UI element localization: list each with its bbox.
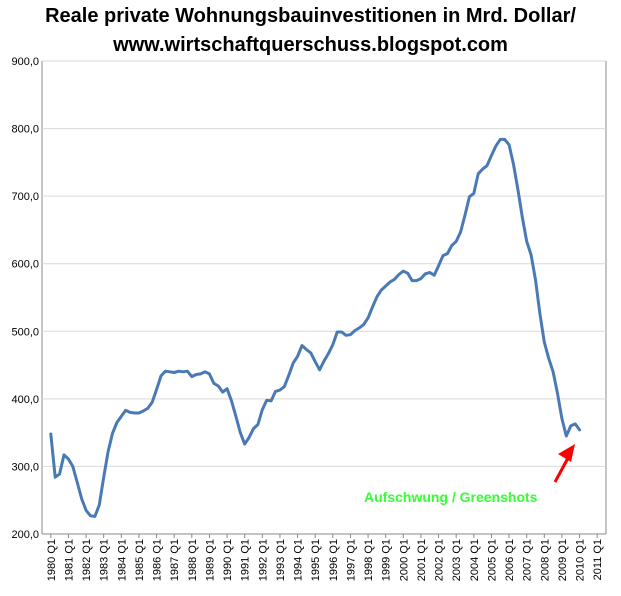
- x-tick-label: 2008 Q1: [539, 539, 551, 581]
- x-tick-label: 1991 Q1: [240, 539, 252, 581]
- y-tick-label: 800,0: [11, 124, 39, 136]
- x-tick-label: 1986 Q1: [152, 539, 164, 581]
- x-tick-label: 1990 Q1: [222, 539, 234, 581]
- x-tick-label: 1983 Q1: [99, 539, 111, 581]
- up-arrow-icon: [553, 444, 575, 483]
- x-tick-label: 2007 Q1: [522, 539, 534, 581]
- gridlines: [42, 60, 606, 535]
- x-tick-label: 1984 Q1: [116, 539, 128, 581]
- y-tick-label: 600,0: [11, 259, 39, 271]
- x-tick-label: 1992 Q1: [257, 539, 269, 581]
- x-tick-label: 2004 Q1: [469, 539, 481, 581]
- y-tick-label: 900,0: [11, 56, 39, 68]
- chart-title: Reale private Wohnungsbauinvestitionen i…: [45, 5, 576, 27]
- chart-title-block: Reale private Wohnungsbauinvestitionen i…: [0, 2, 621, 60]
- x-tick-label: 2010 Q1: [575, 539, 587, 581]
- x-tick-label: 2001 Q1: [416, 539, 428, 581]
- x-tick-label: 1989 Q1: [204, 539, 216, 581]
- x-tick-label: 2003 Q1: [451, 539, 463, 581]
- x-tick-label: 2005 Q1: [486, 539, 498, 581]
- x-tick-label: 1997 Q1: [345, 539, 357, 581]
- y-tick-label: 500,0: [11, 326, 39, 338]
- x-tick-label: 1993 Q1: [275, 539, 287, 581]
- x-tick-label: 1994 Q1: [293, 539, 305, 581]
- x-tick-label: 1985 Q1: [134, 539, 146, 581]
- x-tick-label: 2011 Q1: [592, 539, 604, 580]
- x-tick-label: 1996 Q1: [328, 539, 340, 581]
- y-tick-label: 700,0: [11, 191, 39, 203]
- y-tick-label: 200,0: [11, 529, 39, 541]
- y-axis-ticks: 200,0 300,0 400,0 500,0 600,0 700,0 800,0 900,0: [11, 56, 39, 541]
- x-axis-ticks: 1980 Q1 1981 Q1 1982 Q1 1983 Q1 1984 Q1 1985 …: [46, 534, 604, 581]
- x-tick-label: 2002 Q1: [434, 539, 446, 581]
- chart-subtitle: www.wirtschaftquerschuss.blogspot.com: [113, 34, 508, 56]
- y-tick-label: 300,0: [11, 461, 39, 473]
- y-tick-label: 400,0: [11, 394, 39, 406]
- series-line: [49, 137, 582, 518]
- x-tick-label: 1981 Q1: [63, 539, 75, 581]
- x-tick-label: 1987 Q1: [169, 539, 181, 581]
- x-tick-label: 2009 Q1: [557, 539, 569, 581]
- x-tick-label: 1980 Q1: [46, 539, 58, 581]
- x-tick-label: 2000 Q1: [398, 539, 410, 581]
- x-tick-label: 1999 Q1: [381, 539, 393, 581]
- x-tick-label: 1995 Q1: [310, 539, 322, 581]
- x-tick-label: 1988 Q1: [187, 539, 199, 581]
- x-tick-label: 1982 Q1: [81, 539, 93, 581]
- x-tick-label: 2006 Q1: [504, 539, 516, 581]
- x-tick-label: 1998 Q1: [363, 539, 375, 581]
- annotation-label: Aufschwung / Greenshots: [364, 489, 538, 505]
